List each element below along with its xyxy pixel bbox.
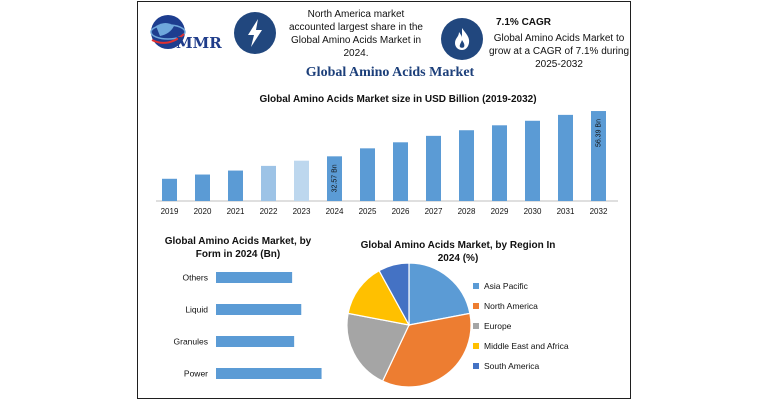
legend-label: Asia Pacific [484,280,528,291]
x-tick-label: 2020 [194,207,212,216]
pie-slice-south-america [378,262,410,326]
bar-2020 [195,174,210,201]
pie-slice-north-america [381,312,472,388]
x-tick-label: 2024 [326,207,344,216]
lightning-icon [234,12,276,54]
bar-chart-title: Global Amino Acids Market size in USD Bi… [259,94,537,105]
bar-2030 [525,120,540,201]
bar-2025 [360,148,375,201]
form-category-label: Granules [174,337,209,347]
pie-slice-europe [346,312,410,382]
bar-2023 [294,160,309,201]
legend-swatch [473,282,479,289]
cagr-text: Global Amino Acids Market to grow at a C… [488,33,630,70]
x-tick-label: 2031 [557,207,575,216]
main-title: Global Amino Acids Market [305,65,475,80]
legend-item: Middle East and Africa [473,339,623,352]
x-tick-label: 2029 [491,207,509,216]
x-tick-label: 2030 [524,207,542,216]
form-bar-power [216,368,322,379]
legend-label: North America [484,300,538,311]
bar-2032 [591,111,606,201]
bar-data-label: 56.39 Bn [595,119,602,147]
globe-icon [150,15,186,49]
legend-swatch [473,322,479,329]
form-bar-chart: Others Liquid Granules Power [174,272,322,379]
legend-swatch [473,342,479,349]
bar-2026 [393,142,408,201]
x-tick-label: 2022 [260,207,278,216]
pie-slice-middle-east-and-africa [347,269,411,326]
x-tick-label: 2026 [392,207,410,216]
legend-swatch [473,362,479,369]
x-tick-label: 2023 [293,207,311,216]
x-tick-label: 2028 [458,207,476,216]
bar-2029 [492,125,507,201]
legend-item: Asia Pacific [473,279,623,292]
legend-item: North America [473,299,623,312]
form-chart-title: Global Amino Acids Market, by Form in 20… [164,236,312,260]
legend-item: Europe [473,319,623,332]
legend-label: Middle East and Africa [484,340,569,351]
form-bar-others [216,272,293,283]
form-category-label: Others [182,273,208,283]
bar-2031 [558,114,573,201]
form-bar-granules [216,336,295,347]
form-category-label: Power [184,369,208,379]
infographic-frame: MMR North America market accounted large… [137,1,631,399]
form-category-label: Liquid [185,305,208,315]
x-tick-label: 2032 [590,207,608,216]
x-tick-label: 2021 [227,207,245,216]
bar-2021 [228,170,243,201]
x-tick-label: 2025 [359,207,377,216]
form-bar-liquid [216,304,302,315]
bar-2024 [327,156,342,201]
bar-chart: 2019 2020 2021 2022 2023 2024 32.57 Bn 2025 2026… [156,111,618,216]
bar-data-label: 32.57 Bn [331,164,338,192]
logo-text: MMR [176,34,222,52]
region-chart-title: Global Amino Acids Market, by Region In … [360,240,556,264]
flame-icon [441,18,483,60]
north-america-note: North America market accounted largest s… [289,9,423,59]
cagr-title: 7.1% CAGR [496,17,552,28]
pie-slice-asia-pacific [408,262,471,326]
legend-label: Europe [484,320,512,331]
mmr-logo: MMR [148,12,228,54]
legend-label: South America [484,360,540,371]
x-tick-label: 2027 [425,207,443,216]
bar-2028 [459,130,474,201]
pie-legend: Asia Pacific North America Europe Middle Ea… [473,279,623,379]
legend-item: South America [473,359,623,372]
bar-2019 [162,178,177,201]
bar-2027 [426,135,441,201]
bar-2022 [261,165,276,201]
legend-swatch [473,302,479,309]
region-pie-chart [346,262,472,388]
x-tick-label: 2019 [161,207,179,216]
